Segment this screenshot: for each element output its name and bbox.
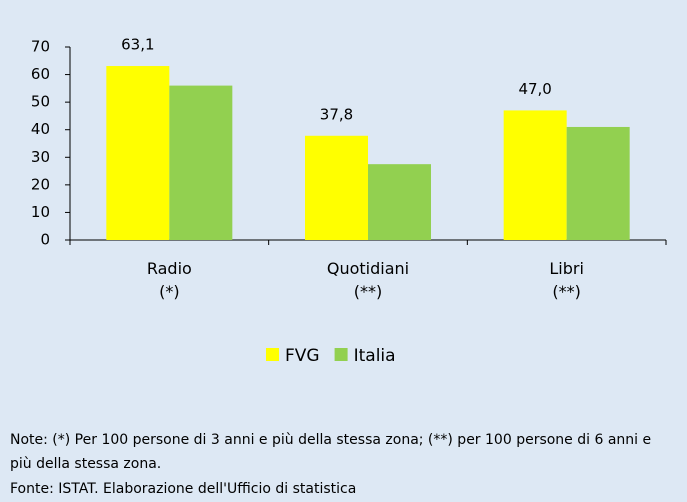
legend-label: Italia xyxy=(354,346,396,366)
y-tick-label: 60 xyxy=(31,65,50,83)
x-tick-label: Libri (**) xyxy=(549,259,584,301)
note: Note: (*) Per 100 persone di 3 anni e pi… xyxy=(10,432,652,472)
bar xyxy=(106,66,170,240)
bar xyxy=(368,164,431,240)
y-tick-label: 70 xyxy=(31,38,50,56)
x-tick-label: Quotidiani (**) xyxy=(326,259,410,301)
y-tick-label: 20 xyxy=(31,175,50,193)
legend-swatch xyxy=(266,348,279,361)
legend-swatch xyxy=(334,348,348,361)
y-tick-label: 0 xyxy=(40,231,50,249)
x-tick-label: Radio (*) xyxy=(146,259,192,301)
legend-label: FVG xyxy=(285,346,320,366)
data-label: 63,1 xyxy=(121,36,154,54)
y-tick-label: 10 xyxy=(31,203,50,221)
bar xyxy=(169,85,233,240)
source: Fonte: ISTAT. Elaborazione dell'Ufficio … xyxy=(10,481,357,497)
data-label: 37,8 xyxy=(320,105,353,123)
y-tick-label: 30 xyxy=(31,148,50,166)
bar xyxy=(503,110,567,241)
bar xyxy=(566,126,630,240)
y-tick-label: 40 xyxy=(31,120,50,138)
data-label: 47,0 xyxy=(518,80,551,98)
y-tick-label: 50 xyxy=(31,93,50,111)
bar xyxy=(305,135,368,240)
